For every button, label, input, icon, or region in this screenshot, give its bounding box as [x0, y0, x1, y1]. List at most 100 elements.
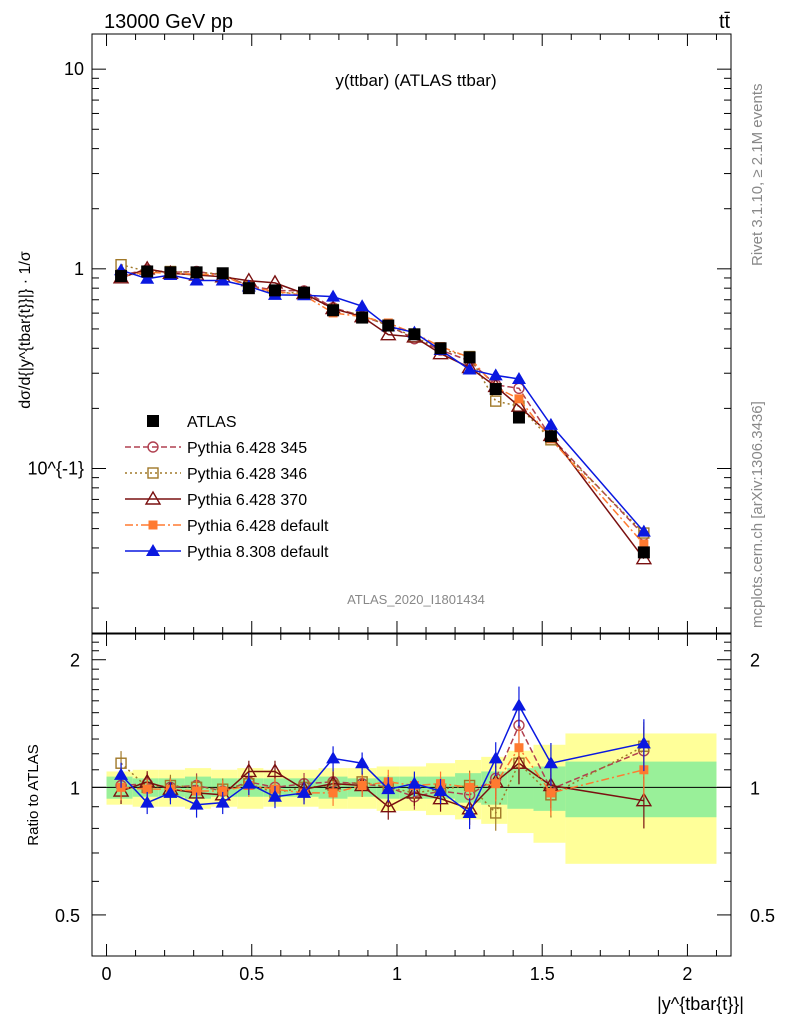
y-tick-label-ratio-right: 2: [750, 651, 760, 671]
ratio-point-p8: [462, 805, 477, 818]
y-tick-label-ratio: 0.5: [55, 906, 80, 926]
data-point-atlas: [327, 304, 340, 317]
x-tick-label: 2: [682, 964, 692, 984]
legend-label: Pythia 6.428 346: [187, 466, 307, 483]
data-point-atlas: [115, 270, 128, 283]
ratio-point-p8: [488, 751, 503, 764]
data-point-p370: [380, 326, 397, 341]
data-point-atlas: [434, 342, 447, 355]
ratio-point-p8: [511, 698, 526, 711]
ratio-point-pdefault: [218, 786, 228, 796]
ratio-point-p8: [636, 736, 651, 749]
ratio-point-p8: [267, 789, 282, 802]
data-point-atlas: [544, 430, 557, 443]
y-tick-label-ratio-right: 0.5: [750, 906, 775, 926]
y-axis-label-main: dσ/d{|y^{tbar{t}}|} · 1/σ: [17, 251, 34, 409]
legend: ATLAS Pythia 6.428 345 Pythia 6.428 346 Pyt…: [125, 414, 329, 561]
ratio-point-p8: [215, 795, 230, 808]
ratio-line-p8: [120, 703, 645, 815]
data-point-p8: [543, 417, 558, 430]
ratio-point-p8: [114, 767, 129, 780]
x-axis-label: |y^{tbar{t}}|: [657, 994, 744, 1014]
data-point-pdefault: [514, 394, 524, 404]
ratio-line-p345: [120, 723, 645, 798]
data-point-p8: [326, 289, 341, 302]
legend-marker-p346: [147, 467, 159, 479]
legend-marker-p345: [147, 441, 159, 453]
ratio-point-pdefault: [465, 782, 475, 792]
data-point-p8: [215, 273, 230, 286]
ratio-point-p8: [189, 797, 204, 810]
header-energy: 13000 GeV pp: [104, 11, 233, 33]
data-point-atlas: [141, 265, 154, 278]
data-point-atlas: [242, 282, 255, 295]
ratio-point-p8: [433, 784, 448, 797]
data-point-atlas: [190, 266, 203, 279]
plot-title: y(ttbar) (ATLAS ttbar): [335, 71, 496, 90]
ratio-point-p8: [355, 756, 370, 769]
rivet-version-label: Rivet 3.1.10, ≥ 2.1M events: [749, 84, 766, 267]
y-tick-label-main: 1: [74, 259, 84, 279]
legend-marker-p8: [146, 544, 160, 556]
data-point-p8: [355, 299, 370, 312]
data-point-p8: [462, 362, 477, 375]
data-point-atlas: [408, 328, 421, 341]
legend-marker-pdefault: [148, 520, 158, 530]
data-point-p370: [510, 397, 528, 412]
x-tick-label: 1.5: [530, 964, 555, 984]
mcplots-label: mcplots.cern.ch [arXiv:1306.3436]: [749, 401, 766, 628]
main-plot-frame: [91, 33, 732, 634]
y-tick-label-ratio: 1: [70, 778, 80, 798]
legend-label: Pythia 6.428 345: [187, 440, 307, 457]
ratio-point-p8: [381, 782, 396, 795]
ratio-point-pdefault: [142, 784, 152, 794]
y-axis-label-ratio: Ratio to ATLAS: [25, 744, 42, 845]
legend-marker-p370: [144, 490, 162, 505]
ratio-point-p8: [163, 785, 178, 798]
data-point-atlas: [268, 284, 281, 297]
legend-label: Pythia 6.428 default: [187, 518, 329, 535]
x-tick-label: 0: [102, 964, 112, 984]
ratio-point-pdefault: [514, 743, 524, 753]
legend-label: ATLAS: [187, 414, 237, 431]
y-tick-label-main: 10: [64, 59, 84, 79]
band-inner: [507, 768, 534, 809]
data-point-atlas: [382, 319, 395, 332]
ratio-point-p8: [326, 751, 341, 764]
data-point-atlas: [356, 311, 369, 324]
legend-label: Pythia 6.428 370: [187, 492, 307, 509]
ratio-point-p370: [266, 763, 284, 778]
ratio-series: [112, 686, 653, 831]
data-point-atlas: [298, 286, 311, 299]
ratio-point-p370: [380, 798, 397, 813]
data-point-p8: [488, 368, 503, 381]
header-process: tt̄: [719, 11, 731, 33]
data-point-p346: [490, 395, 502, 407]
ratio-point-p346: [490, 807, 502, 819]
data-point-atlas: [637, 546, 650, 559]
ratio-point-p8: [297, 785, 312, 798]
ratio-plot: [92, 686, 731, 864]
legend-label: Pythia 8.308 default: [187, 544, 329, 561]
data-point-p8: [636, 524, 651, 537]
data-point-p8: [511, 371, 526, 384]
ratio-point-p8: [407, 776, 422, 789]
data-point-p8: [189, 273, 204, 286]
ratio-point-p8: [241, 776, 256, 789]
data-point-atlas: [489, 383, 502, 396]
ratio-point-pdefault: [546, 788, 556, 798]
analysis-label: ATLAS_2020_I1801434: [347, 592, 485, 607]
ratio-point-p8: [543, 756, 558, 769]
ratio-point-p8: [140, 795, 155, 808]
ratio-point-pdefault: [357, 780, 367, 790]
ratio-point-p370: [635, 792, 653, 807]
x-tick-label: 0.5: [239, 964, 264, 984]
ratio-point-pdefault: [192, 786, 202, 796]
data-point-pdefault: [639, 539, 649, 549]
y-tick-label-ratio: 2: [70, 651, 80, 671]
data-point-atlas: [463, 351, 476, 364]
main-series: [112, 258, 653, 565]
data-point-p8: [140, 271, 155, 284]
ratio-point-pdefault: [491, 779, 501, 789]
